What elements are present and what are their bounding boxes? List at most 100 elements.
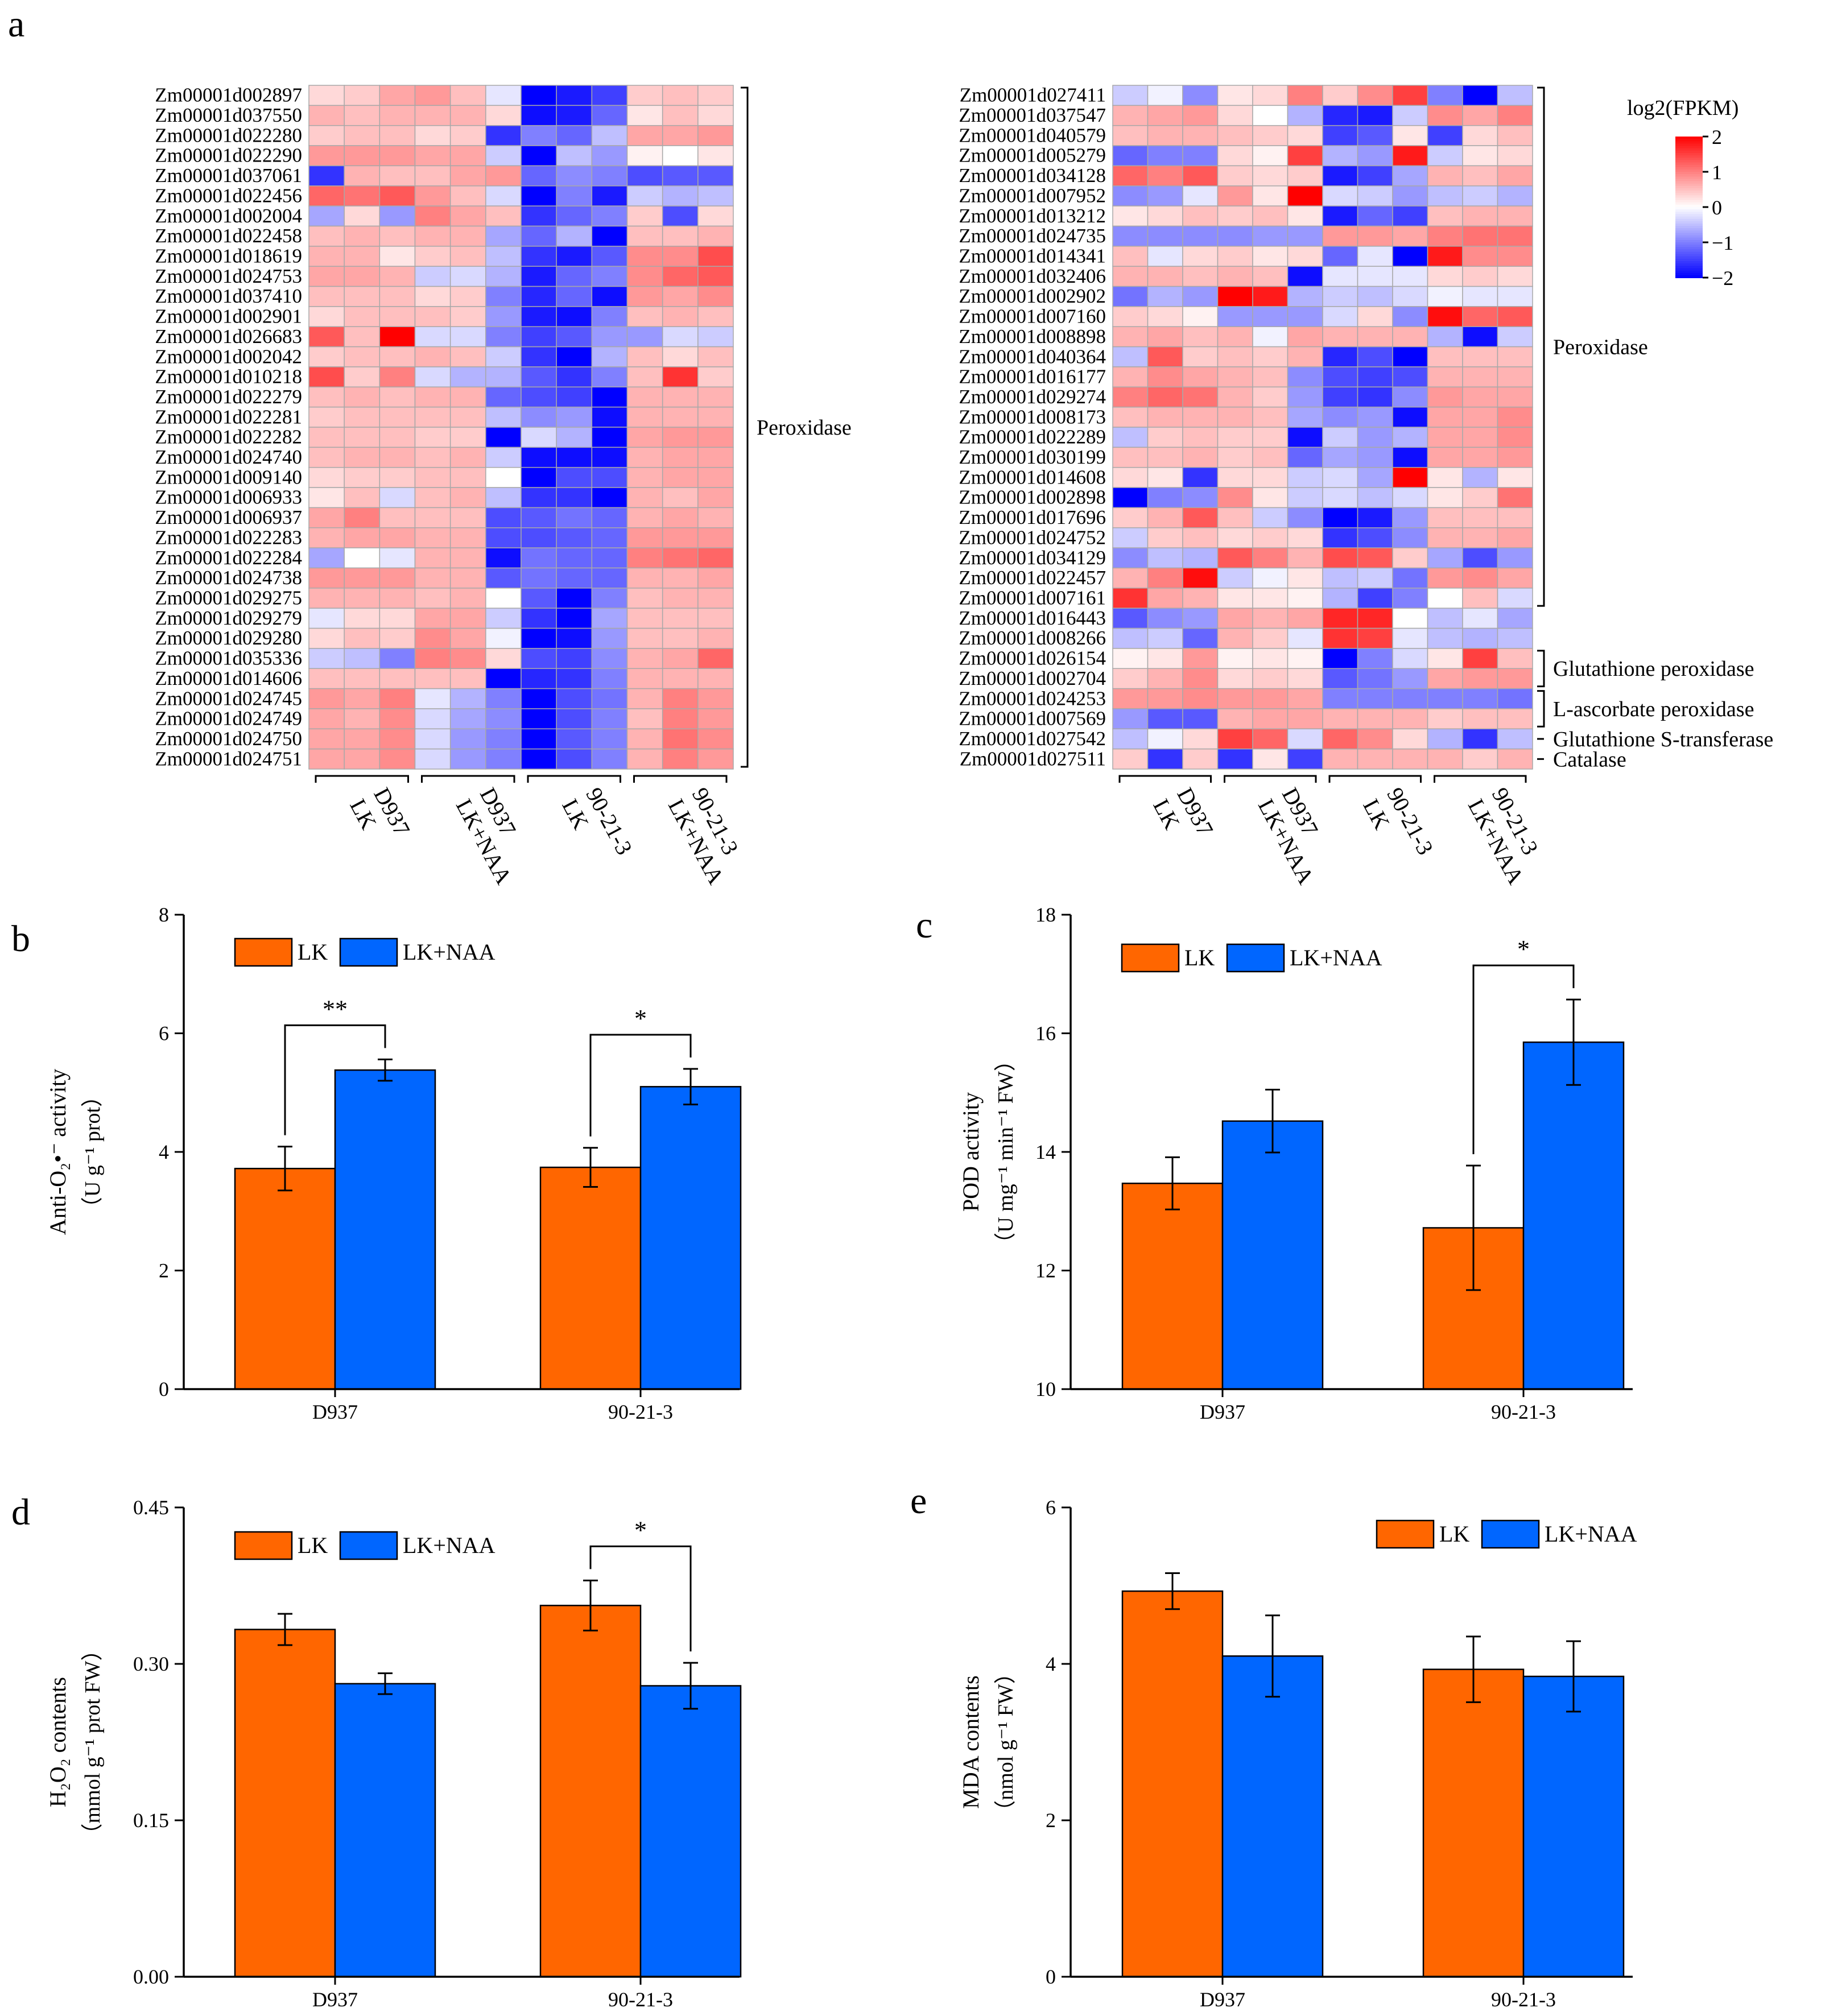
heatmap-cell	[1462, 326, 1498, 348]
heatmap-row-label: Zm00001d002901	[155, 305, 302, 328]
heatmap-cell	[485, 105, 522, 126]
heatmap-cell	[662, 507, 699, 528]
bar-lk	[539, 1605, 642, 1978]
heatmap-cell	[1287, 527, 1323, 548]
heatmap-cell	[379, 487, 416, 509]
heatmap-cell	[556, 386, 593, 408]
heatmap-cell	[1322, 547, 1358, 569]
heatmap-cell	[1357, 466, 1393, 488]
heatmap-cell	[1112, 386, 1149, 408]
heatmap-cell	[556, 527, 593, 548]
heatmap-cell	[556, 165, 593, 187]
heatmap-cell	[1392, 406, 1428, 428]
heatmap-cell	[1392, 366, 1428, 388]
heatmap-cell	[1252, 668, 1289, 689]
heatmap-cell	[449, 246, 486, 267]
heatmap-cell	[556, 125, 593, 146]
colorbar-segment	[1675, 162, 1703, 166]
heatmap-row-label: Zm00001d002042	[155, 345, 302, 367]
heatmap-cell	[1112, 668, 1149, 689]
heatmap-cell	[1392, 648, 1428, 669]
heatmap-cell	[1427, 547, 1463, 569]
heatmap-cell	[697, 105, 734, 126]
heatmap-cell	[1392, 547, 1428, 569]
heatmap-cell	[1322, 668, 1358, 689]
heatmap-cell	[414, 386, 451, 408]
heatmap-row-label: Zm00001d022280	[155, 124, 302, 146]
heatmap-cell	[1497, 266, 1533, 287]
x-tick-label: 90-21-3	[1491, 1401, 1556, 1423]
heatmap-cell	[308, 547, 345, 569]
significance-bracket	[284, 1024, 386, 1135]
heatmap-cell	[521, 527, 557, 548]
heatmap-cell	[556, 608, 593, 629]
heatmap-cell	[697, 306, 734, 327]
heatmap-cell	[1322, 286, 1358, 307]
heatmap-cell	[1427, 567, 1463, 589]
heatmap-cell	[521, 185, 557, 206]
heatmap-cell	[556, 547, 593, 569]
heatmap-cell	[1147, 225, 1183, 247]
heatmap-cell	[485, 386, 522, 408]
colorbar-tick-label: −1	[1712, 232, 1733, 254]
heatmap-cell	[1322, 466, 1358, 488]
heatmap-cell	[556, 185, 593, 206]
heatmap-cell	[591, 648, 628, 669]
heatmap-cell	[344, 326, 381, 348]
heatmap-cell	[1427, 627, 1463, 649]
heatmap-cell	[344, 225, 381, 247]
heatmap-cell	[414, 145, 451, 167]
heatmap-cell	[1252, 728, 1289, 750]
heatmap-cell	[1497, 125, 1533, 146]
heatmap-cell	[626, 185, 663, 206]
heatmap-row-label: Zm00001d014608	[959, 466, 1106, 488]
heatmap-cell	[1217, 366, 1253, 388]
heatmap-cell	[591, 205, 628, 227]
y-tick-label: 2	[1046, 1809, 1056, 1832]
heatmap-row-label: Zm00001d005279	[959, 144, 1106, 167]
heatmap-row-label: Zm00001d022279	[155, 386, 302, 408]
heatmap-cell	[1357, 326, 1393, 348]
heatmap-cell	[1147, 447, 1183, 468]
heatmap-cell	[449, 326, 486, 348]
heatmap-cell	[626, 326, 663, 348]
heatmap-cell	[1182, 507, 1219, 528]
heatmap-cell	[697, 386, 734, 408]
heatmap-cell	[591, 286, 628, 307]
heatmap-cell	[1112, 185, 1149, 206]
heatmap-cell	[1287, 246, 1323, 267]
heatmap-cell	[556, 487, 593, 509]
heatmap-cell	[662, 386, 699, 408]
bar-lk-naa	[334, 1069, 436, 1390]
heatmap-cell	[662, 608, 699, 629]
heatmap-cell	[1217, 466, 1253, 488]
heatmap-cell	[1182, 326, 1219, 348]
heatmap-cell	[662, 145, 699, 167]
heatmap-cell	[1322, 386, 1358, 408]
x-tick-label: 90-21-3	[608, 1988, 673, 2011]
heatmap-cell	[344, 246, 381, 267]
heatmap-cell	[1497, 507, 1533, 528]
heatmap-cell	[1322, 567, 1358, 589]
heatmap-cell	[1322, 225, 1358, 247]
heatmap-cell	[1392, 728, 1428, 750]
colorbar-segment	[1675, 158, 1703, 161]
heatmap-cell	[626, 266, 663, 287]
heatmap-cell	[1112, 326, 1149, 348]
heatmap-row-label: Zm00001d026154	[959, 647, 1106, 670]
heatmap-cell	[626, 487, 663, 509]
heatmap-cell	[626, 627, 663, 649]
heatmap-cell	[1182, 386, 1219, 408]
heatmap-cell	[1182, 105, 1219, 126]
heatmap-cell	[1252, 466, 1289, 488]
heatmap-cell	[1217, 125, 1253, 146]
heatmap-row-label: Zm00001d024753	[155, 265, 302, 287]
heatmap-cell	[1182, 728, 1219, 750]
heatmap-row-label: Zm00001d037550	[155, 104, 302, 126]
heatmap-cell	[379, 266, 416, 287]
heatmap-cell	[626, 507, 663, 528]
heatmap-row-label: Zm00001d027542	[959, 728, 1106, 750]
heatmap-cell	[1287, 627, 1323, 649]
heatmap-cell	[1182, 567, 1219, 589]
legend-label-naa: LK+NAA	[1545, 1521, 1637, 1547]
